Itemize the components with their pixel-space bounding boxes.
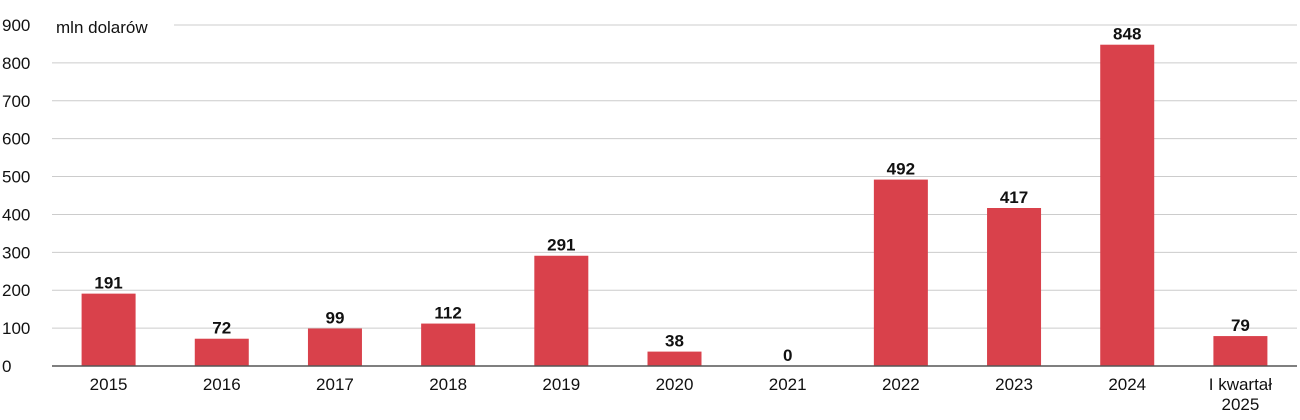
bar — [873, 179, 928, 366]
y-axis-ticks: 0 100 200 300 400 500 600 700 800 900 — [2, 16, 30, 376]
bar — [307, 328, 362, 366]
bar — [647, 351, 702, 366]
y-tick-label: 900 — [2, 16, 30, 35]
bar — [81, 293, 136, 366]
x-tick-label: 2025 — [1221, 395, 1259, 414]
bar-value-label: 0 — [783, 346, 792, 365]
y-tick-label: 300 — [2, 243, 30, 262]
bar-value-label: 417 — [1000, 188, 1028, 207]
y-tick-label: 0 — [2, 357, 11, 376]
y-tick-label: 100 — [2, 319, 30, 338]
x-tick-label: 2018 — [429, 375, 467, 394]
unit-label: mln dolarów — [56, 18, 148, 37]
x-tick-label: 2016 — [203, 375, 241, 394]
y-tick-label: 200 — [2, 281, 30, 300]
x-tick-label: 2022 — [882, 375, 920, 394]
x-tick-label: 2015 — [90, 375, 128, 394]
bars — [81, 44, 1268, 367]
x-tick-label: 2019 — [542, 375, 580, 394]
x-tick-label: 2020 — [656, 375, 694, 394]
value-labels: 191 72 99 112 291 38 0 492 417 848 79 — [94, 25, 1249, 365]
bar-value-label: 72 — [212, 319, 231, 338]
x-tick-label: 2021 — [769, 375, 807, 394]
y-tick-label: 500 — [2, 168, 30, 187]
bar-value-label: 191 — [94, 274, 122, 293]
bar-value-label: 492 — [887, 160, 915, 179]
y-tick-label: 600 — [2, 130, 30, 149]
x-tick-label: 2024 — [1108, 375, 1146, 394]
bar-value-label: 848 — [1113, 25, 1141, 44]
bar-value-label: 99 — [325, 308, 344, 327]
bar-value-label: 291 — [547, 236, 575, 255]
grid-lines — [52, 24, 1297, 329]
y-tick-label: 400 — [2, 205, 30, 224]
x-axis-ticks: 2015 2016 2017 2018 2019 2020 2021 2022 2023 2024… — [90, 375, 1273, 414]
x-tick-label: 2023 — [995, 375, 1033, 394]
bar — [1213, 336, 1268, 366]
bar-value-label: 112 — [434, 304, 461, 323]
y-tick-label: 800 — [2, 54, 30, 73]
x-tick-label: I kwartał — [1209, 375, 1273, 394]
bar-value-label: 38 — [665, 332, 684, 351]
x-tick-label: 2017 — [316, 375, 354, 394]
bar — [987, 208, 1042, 366]
y-tick-label: 700 — [2, 92, 30, 111]
bar — [194, 338, 249, 366]
unit-label-background — [50, 14, 174, 38]
bar — [534, 255, 589, 366]
bar — [1100, 44, 1155, 367]
bar-value-label: 79 — [1231, 316, 1250, 335]
bar — [421, 323, 476, 366]
